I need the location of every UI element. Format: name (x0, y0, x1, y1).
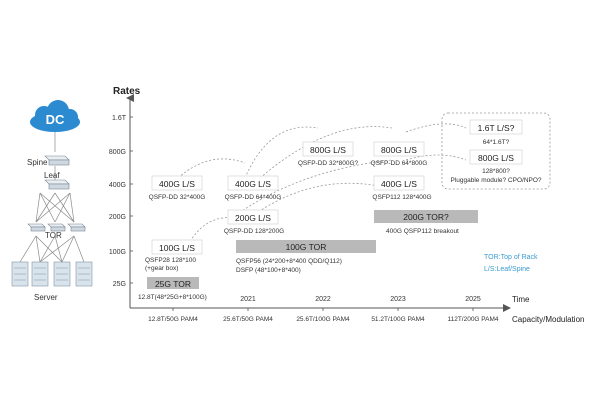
leaf-switch-icon (44, 179, 70, 190)
box-subtitle: QSFP56 (24*200+8*400 QDD/Q112) (236, 258, 342, 265)
x-axis-subtitle: Capacity/Modulation (512, 315, 584, 324)
capacity-label: 12.8T/50G PAM4 (148, 316, 198, 323)
future-subtitle: 128*800? (482, 168, 510, 175)
legend: TOR:Top of Rack L/S:Leaf/Spine (484, 254, 538, 273)
y-tick-1.6t: 1.6T (112, 115, 127, 122)
box-400g-ls-64: 400G L/S QSFP-DD 64*400G (225, 175, 282, 201)
box-title: 400G L/S (159, 179, 195, 189)
capacity-label: 25.6T/50G PAM4 (223, 316, 273, 323)
box-title: 25G TOR (155, 279, 191, 289)
capacity-label: 112T/200G PAM4 (447, 316, 498, 323)
box-200g-ls: 200G L/S QSFP-DD 128*200G (224, 209, 284, 235)
box-100g-ls: 100G L/S QSFP28 128*100 (+gear box) (145, 239, 203, 272)
tor-switch-icon (27, 223, 86, 232)
y-tick-800g: 800G (109, 149, 126, 156)
y-tick-200g: 200G (109, 214, 126, 221)
dc-label: DC (46, 112, 65, 127)
box-title: 200G L/S (235, 213, 271, 223)
y-tick-100g: 100G (109, 249, 126, 256)
box-subtitle: QSFP-DD 64*800G (371, 160, 428, 167)
box-title: 800G L/S (310, 145, 346, 155)
y-axis-title: Rates (113, 86, 141, 97)
x-axis-title: Time (512, 295, 530, 304)
capacity-label: 51.2T/100G PAM4 (371, 316, 425, 323)
box-100g-tor: 100G TOR QSFP56 (24*200+8*400 QDD/Q112) … (236, 240, 376, 274)
future-title-800g: 800G L/S (478, 153, 514, 163)
box-25g-tor: 25G TOR 12.8T(48*25G+8*100G) (138, 277, 207, 301)
x-tick-2025: 2025 (465, 296, 481, 303)
box-subtitle: QSFP-DD 32*800G? (298, 160, 359, 167)
leaf-label: Leaf (44, 171, 60, 180)
box-400g-ls-qsfp112: 400G L/S QSFP112 128*400G (372, 175, 432, 201)
future-subtitle: Pluggable module? CPO/NPO? (450, 177, 541, 184)
box-subtitle: 12.8T(48*25G+8*100G) (138, 294, 207, 301)
network-topology: DC Sp (11, 100, 93, 302)
spine-switch-icon (44, 155, 70, 166)
box-400g-ls-32: 400G L/S QSFP-DD 32*400G (149, 175, 206, 201)
dc-cloud-icon: DC (30, 100, 80, 132)
x-tick-2022: 2022 (315, 296, 331, 303)
server-rack-icon (11, 261, 93, 287)
y-tick-25g: 25G (113, 281, 126, 288)
x-tick-2023: 2023 (390, 296, 406, 303)
legend-tor: TOR:Top of Rack (484, 254, 538, 261)
box-subtitle: (+gear box) (145, 265, 178, 272)
box-subtitle: QSFP28 128*100 (145, 257, 196, 264)
box-title: 200G TOR? (403, 212, 449, 222)
x-tick-2021: 2021 (240, 296, 256, 303)
box-subtitle: QSFP-DD 32*400G (149, 194, 206, 201)
legend-ls: L/S:Leaf/Spine (484, 266, 530, 273)
tor-label: TOR (45, 231, 62, 240)
future-title-1.6t: 1.6T L/S? (478, 123, 515, 133)
box-title: 400G L/S (235, 179, 271, 189)
box-800g-ls-64: 800G L/S QSFP-DD 64*800G (371, 141, 428, 167)
box-800g-ls-32: 800G L/S QSFP-DD 32*800G? (298, 141, 359, 167)
box-subtitle: QSFP112 128*400G (372, 194, 431, 201)
box-title: 800G L/S (381, 145, 417, 155)
box-200g-tor: 200G TOR? 400G QSFP112 breakout (374, 210, 478, 235)
topology-links (19, 132, 85, 263)
capacity-label: 25.6T/100G PAM4 (296, 316, 350, 323)
box-subtitle: QSFP-DD 64*400G (225, 194, 282, 201)
spine-label: Spine (27, 158, 48, 167)
box-title: 400G L/S (381, 179, 417, 189)
future-subtitle: 64*1.6T? (483, 139, 510, 146)
future-box: 1.6T L/S? 64*1.6T? 800G L/S 128*800? Plu… (441, 112, 551, 190)
box-subtitle: DSFP (48*100+8*400) (236, 267, 301, 274)
chart-axes: Rates Time Capacity/Modulation 1.6T 800G… (109, 86, 585, 324)
server-label: Server (34, 293, 58, 302)
box-title: 100G TOR (286, 242, 327, 252)
box-subtitle: QSFP-DD 128*200G (224, 228, 284, 235)
box-subtitle: 400G QSFP112 breakout (386, 228, 459, 235)
y-tick-400g: 400G (109, 182, 126, 189)
box-title: 100G L/S (159, 243, 195, 253)
